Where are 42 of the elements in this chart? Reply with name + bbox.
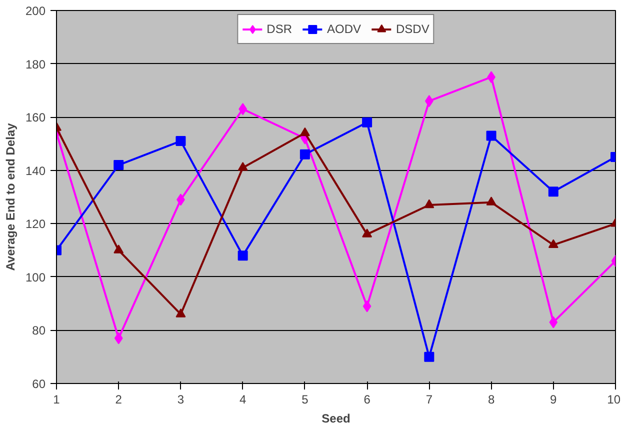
point (362, 228, 372, 238)
point (548, 186, 558, 197)
point (486, 130, 496, 141)
point (238, 250, 248, 261)
x-tick-label: 2 (115, 392, 122, 406)
point (114, 332, 123, 344)
point (548, 239, 558, 248)
point (114, 160, 124, 170)
legend-label: DSDV (396, 22, 430, 36)
point (486, 196, 496, 206)
x-tick-label: 3 (177, 392, 184, 406)
x-axis-title: Seed (322, 412, 350, 426)
legend-label: DSR (266, 22, 292, 36)
y-tick-label: 100 (25, 270, 46, 284)
x-tick-label: 10 (607, 392, 621, 406)
y-tick-label: 140 (25, 164, 46, 178)
x-tick-label: 1 (53, 392, 60, 406)
y-tick-label: 160 (25, 110, 46, 125)
point (362, 117, 372, 128)
point (300, 127, 310, 136)
y-tick-label: 80 (32, 324, 46, 338)
point (238, 162, 248, 171)
point (424, 199, 434, 208)
point (424, 352, 434, 362)
y-tick-label: 180 (25, 57, 46, 72)
point (362, 300, 372, 312)
x-tick-label: 9 (550, 392, 558, 406)
y-axis-title: Average End to end Delay (3, 122, 18, 271)
point (176, 136, 186, 146)
x-tick-label: 6 (364, 392, 371, 406)
point (176, 308, 186, 318)
point (114, 244, 124, 254)
x-tick-label: 8 (488, 392, 495, 406)
legend-label: AODV (326, 22, 362, 36)
point (300, 149, 310, 160)
point (549, 316, 558, 328)
x-tick-label: 5 (302, 392, 309, 406)
x-tick-label: 7 (426, 392, 433, 406)
y-tick-label: 200 (25, 4, 46, 18)
x-tick-label: 4 (239, 392, 246, 406)
y-tick-label: 120 (25, 217, 46, 232)
y-tick-label: 60 (32, 377, 46, 391)
